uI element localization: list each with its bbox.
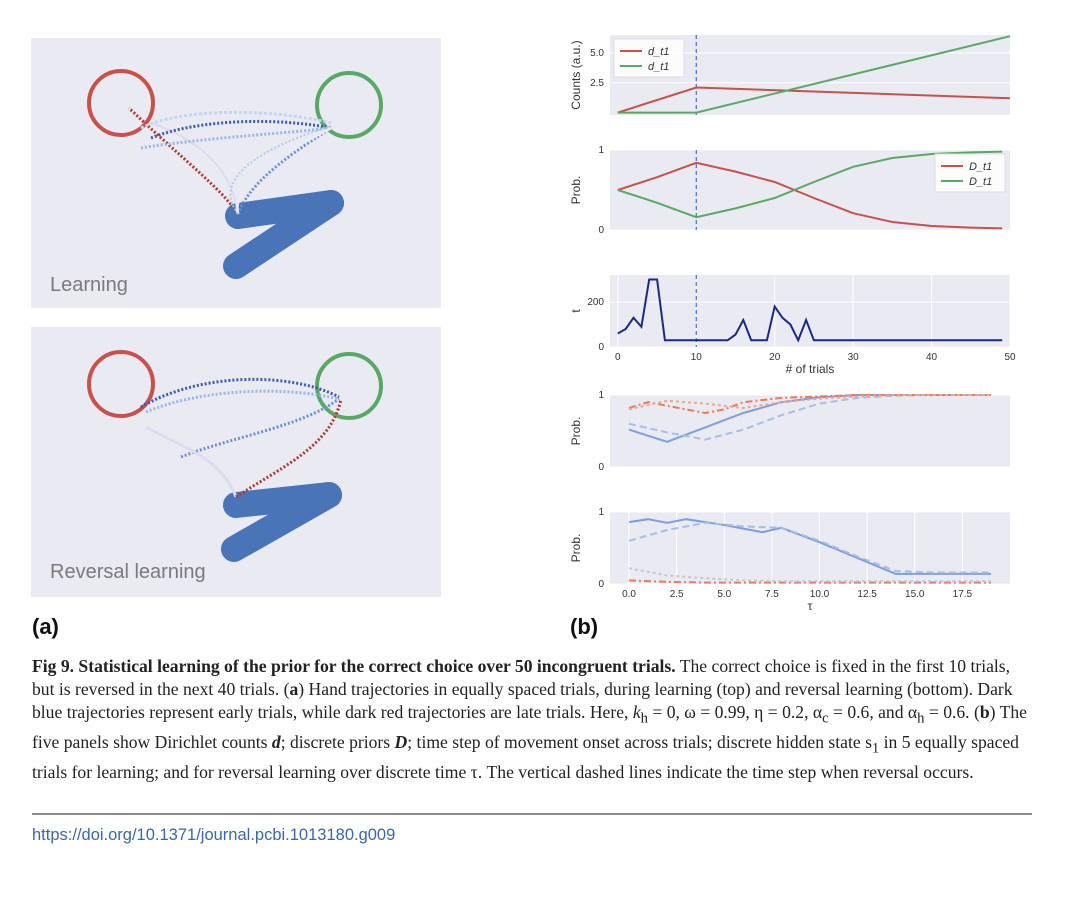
series-line (617, 278, 1003, 343)
learning-scene: Learning (31, 38, 441, 308)
red-target-circle (87, 69, 155, 137)
caption-divider (32, 813, 1032, 815)
caption-text: The correct choice is fixed in the first… (32, 656, 1011, 700)
x-tick-label: 30 (848, 352, 860, 363)
legend-label: D_t1 (969, 176, 992, 188)
x-tick-label: 0.0 (622, 589, 636, 600)
x-axis-label: # of trials (786, 362, 835, 376)
caption-text: 1 (871, 740, 880, 757)
y-tick-label: 200 (587, 297, 604, 308)
learning-label: Learning (50, 274, 128, 296)
caption-text: d (271, 732, 281, 753)
trajectory (150, 119, 332, 140)
y-tick-label: 2.5 (590, 78, 604, 89)
x-tick-label: 7.5 (765, 589, 779, 600)
trajectory (236, 126, 332, 215)
series-line (628, 521, 991, 574)
green-target-circle (315, 71, 383, 139)
trajectory (140, 110, 332, 130)
trajectory (229, 125, 332, 215)
x-tick-label: 10.0 (810, 589, 830, 600)
trajectory (235, 126, 332, 215)
legend-label: d_t1 (648, 46, 669, 58)
caption-text: ; time step of movement onset across tri… (407, 732, 872, 753)
caption-text: ) The five panels show Dirichlet counts (32, 702, 1027, 753)
caption-text: c (822, 710, 829, 727)
y-tick-label: 0 (598, 225, 604, 236)
y-tick-label: 1 (598, 390, 604, 401)
x-axis-label: τ (808, 599, 813, 613)
trajectory (140, 377, 340, 409)
series-line (617, 150, 1003, 219)
y-tick-label: 0 (598, 579, 604, 590)
caption-text: D (394, 732, 408, 753)
red-target-circle (87, 350, 155, 418)
y-tick-label: 1 (598, 507, 604, 518)
y-tick-label: 0 (598, 462, 604, 473)
caption-text: in 5 equally spaced trials for learning;… (32, 732, 1019, 782)
caption-text: h (640, 710, 648, 727)
chart-background (610, 275, 1010, 347)
trajectory (150, 122, 239, 215)
x-tick-label: 5.0 (717, 589, 731, 600)
y-tick-label: 0 (598, 342, 604, 353)
x-tick-label: 20 (769, 352, 781, 363)
legend-box (934, 153, 1006, 193)
caption-text: = 0.6. ( (924, 702, 980, 723)
x-tick-label: 40 (926, 352, 938, 363)
trajectory (145, 425, 238, 498)
caption-text: = 0, ω = 0.99, η = 0.2, α (647, 702, 823, 723)
y-tick-label: 5.0 (590, 48, 604, 59)
figure-caption: Fig 9. Statistical learning of the prior… (32, 655, 1032, 784)
y-axis-label: Prob. (569, 176, 583, 205)
panel-b-letter: (b) (570, 614, 599, 639)
y-axis-label: Prob. (569, 534, 583, 563)
reversal-learning-scene: Reversal learning (31, 327, 441, 597)
y-tick-label: 1 (598, 145, 604, 156)
x-tick-label: 15.0 (905, 589, 925, 600)
series-line (617, 161, 1003, 230)
y-axis-label: Counts (a.u.) (569, 40, 583, 109)
y-axis-label: Prob. (569, 417, 583, 446)
caption-text: ) Hand trajectories in equally spaced tr… (32, 679, 1013, 723)
caption-text: = 0.6, and α (828, 702, 918, 723)
x-tick-label: 12.5 (857, 589, 877, 600)
trajectory (145, 389, 340, 414)
caption-text: k (632, 702, 641, 723)
doi-link[interactable]: https://doi.org/10.1371/journal.pcbi.101… (32, 826, 396, 844)
reversal-learning-label: Reversal learning (50, 561, 206, 583)
legend-label: D_t1 (969, 161, 992, 173)
learning-trajectories (87, 69, 383, 279)
legend-label: d_t1 (648, 61, 669, 73)
late-trajectory (235, 398, 343, 499)
legend-box (613, 38, 685, 78)
caption-text: b (979, 702, 990, 723)
x-tick-label: 17.5 (953, 589, 973, 600)
x-tick-label: 50 (1004, 352, 1016, 363)
caption-text: h (917, 710, 925, 727)
arm-lower (223, 190, 344, 279)
green-target-circle (315, 352, 383, 420)
caption-text: ; discrete priors (280, 732, 395, 753)
series-line (628, 394, 991, 411)
x-tick-label: 0 (615, 352, 621, 363)
arm-lower (221, 482, 342, 562)
trajectory (180, 397, 340, 459)
series-line (617, 86, 1011, 114)
caption-title: Fig 9. Statistical learning of the prior… (32, 656, 676, 676)
series-line (628, 518, 991, 575)
series-line (617, 35, 1011, 114)
x-tick-label: 10 (691, 352, 703, 363)
y-axis-label: t (569, 309, 583, 313)
panel-a-letter: (a) (32, 614, 59, 639)
panel-b-charts: 2.5 5.0 Counts (a.u.) d_t1 d_t1 0 1 Prob. D_t1 D_… (569, 35, 1016, 613)
x-tick-label: 2.5 (670, 589, 684, 600)
series-line (628, 579, 991, 584)
reversal-trajectories (87, 350, 383, 562)
caption-text: a (289, 679, 299, 700)
